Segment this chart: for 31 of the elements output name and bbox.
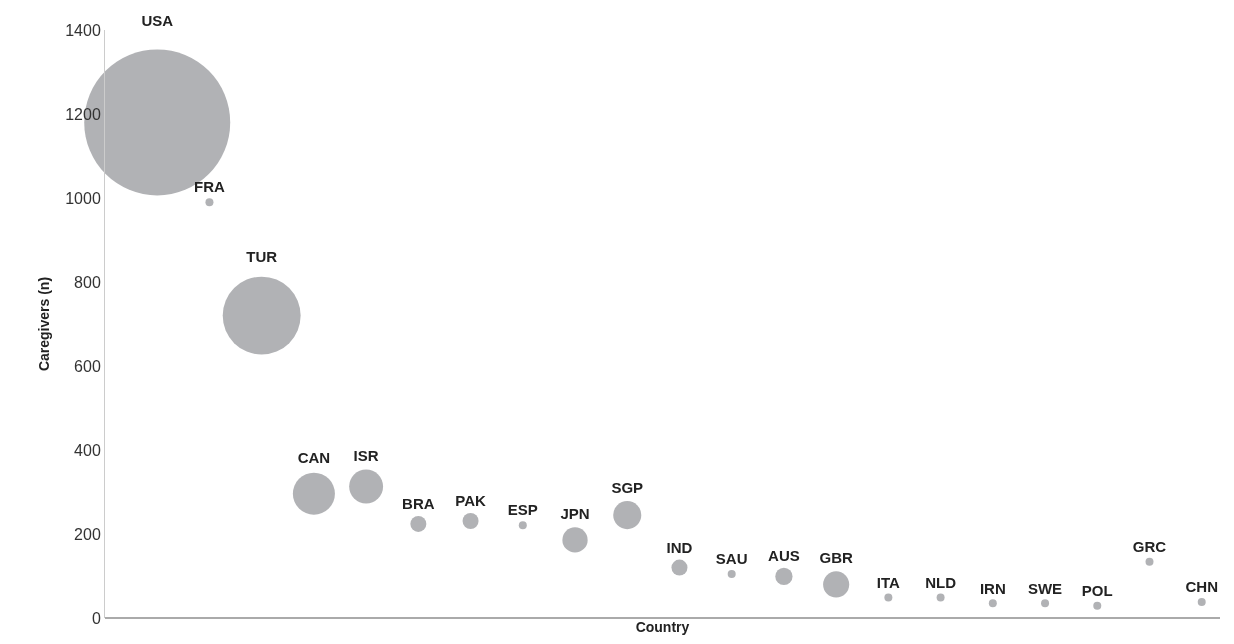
x-tick-label: JPN bbox=[560, 505, 590, 523]
x-tick-label: CAN bbox=[297, 448, 331, 466]
x-tick-label: GBR bbox=[819, 549, 853, 567]
x-tick-label: ISR bbox=[353, 446, 379, 464]
x-tick-label: USA bbox=[141, 12, 174, 30]
y-tick-label: 1400 bbox=[65, 21, 101, 39]
x-tick-label: FRA bbox=[194, 178, 226, 196]
x-tick-label: POL bbox=[1081, 582, 1113, 600]
y-tick-label: 0 bbox=[91, 609, 101, 627]
x-tick-label: ESP bbox=[507, 501, 538, 519]
x-tick-label: SAU bbox=[715, 550, 748, 568]
x-tick-label: NLD bbox=[925, 573, 957, 591]
x-tick-label: BRA bbox=[402, 495, 435, 513]
x-tick-label: GRC bbox=[1132, 537, 1167, 555]
x-tick-label: CHN bbox=[1185, 578, 1218, 596]
x-tick-label: PAK bbox=[455, 492, 487, 510]
x-tick-label: TUR bbox=[246, 248, 278, 266]
y-axis-title: Caregivers (n) bbox=[35, 276, 52, 372]
x-tick-label: IND bbox=[666, 538, 693, 556]
x-axis-title: Country bbox=[635, 619, 690, 636]
y-tick-label: 200 bbox=[74, 525, 101, 543]
y-tick-label: 600 bbox=[74, 357, 101, 375]
y-tick-label: 1200 bbox=[65, 105, 101, 123]
x-tick-label: AUS bbox=[768, 546, 800, 564]
x-tick-label: SGP bbox=[611, 478, 644, 496]
x-tick-label: IRN bbox=[979, 579, 1006, 597]
y-tick-label: 1000 bbox=[65, 189, 101, 207]
y-tick-label: 400 bbox=[74, 441, 101, 459]
x-tick-label: SWE bbox=[1027, 579, 1063, 597]
y-tick-label: 800 bbox=[74, 273, 101, 291]
x-tick-label: ITA bbox=[876, 573, 901, 591]
